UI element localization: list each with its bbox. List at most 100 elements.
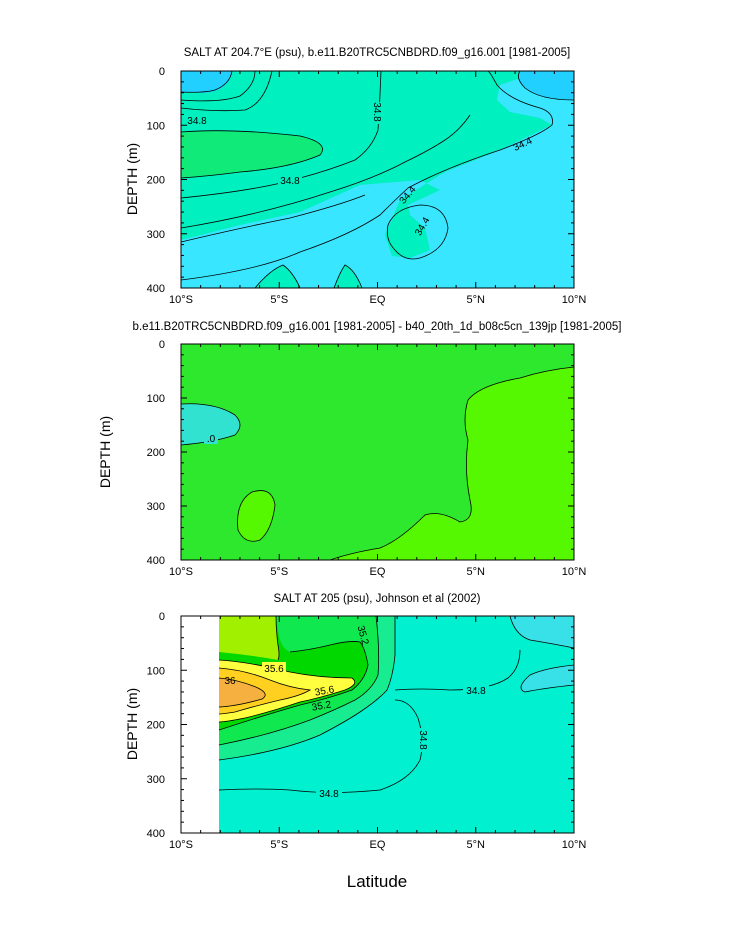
panel-2-fill-blob xyxy=(237,490,275,542)
panel-1-contour-12 xyxy=(517,71,574,101)
x-tick-label: EQ xyxy=(370,839,386,851)
y-tick-label: 400 xyxy=(147,555,165,567)
panel-1-contour-6 xyxy=(181,114,471,229)
panel-3-clabel-6: 34.8 xyxy=(466,686,486,697)
x-tick-label: 5°N xyxy=(467,566,486,578)
y-tick-label: 100 xyxy=(147,665,165,677)
panel-3-ylabel: DEPTH (m) xyxy=(124,688,140,760)
panel-2-contour-fill xyxy=(181,344,574,560)
x-tick-label: EQ xyxy=(370,294,386,306)
panel-3-label-bg-2 xyxy=(262,662,286,674)
panel-3-contour-5 xyxy=(218,641,369,731)
x-tick-label: 5°S xyxy=(270,566,288,578)
panel-1-ylabel: DEPTH (m) xyxy=(124,143,140,215)
panel-1-fill-bump-2 xyxy=(334,265,362,288)
panel-1: SALT AT 204.7°E (psu), b.e11.B20TRC5CNBD… xyxy=(124,47,586,306)
y-tick-label: 200 xyxy=(147,447,165,459)
panel-2-ylabel: DEPTH (m) xyxy=(97,416,113,488)
y-tick-label: 400 xyxy=(147,828,165,840)
panel-1-fill-high xyxy=(181,130,323,178)
panel-2-fill-positive xyxy=(330,367,574,560)
panel-3-fill-c344-1 xyxy=(510,616,574,648)
x-tick-label: EQ xyxy=(370,566,386,578)
y-tick-label: 0 xyxy=(159,611,165,623)
panel-1-contour-7 xyxy=(181,194,366,243)
x-tick-label: 5°S xyxy=(270,294,288,306)
panel-3-contour-11 xyxy=(520,664,574,693)
panel-2-fill-negative xyxy=(181,403,240,445)
panel-3-axes: 10°S 5°S EQ 5°N 10°N 0 100 200 300 400 xyxy=(147,611,587,851)
x-tick-label: 5°N xyxy=(467,294,486,306)
panel-3-contour-1 xyxy=(275,616,280,661)
panel-2-contour-labels: .0 xyxy=(204,432,218,445)
panel-3-contour-labels: 35.2 35.6 36 35.6 35.2 34.8 34.8 34.8 xyxy=(224,625,489,800)
panel-3-clabel-3: 36 xyxy=(224,676,236,687)
panel-3-label-bg-7 xyxy=(414,728,427,752)
panel-3-contour-10 xyxy=(509,616,574,649)
panel-3-contour-lines xyxy=(218,616,574,793)
panel-1-contour-3 xyxy=(181,71,273,112)
panel-3-contour-7 xyxy=(218,616,396,761)
y-tick-label: 200 xyxy=(147,175,165,187)
x-tick-label: 10°N xyxy=(562,294,587,306)
panel-1-fill-mid xyxy=(181,71,574,258)
panel-1-contour-11 xyxy=(333,264,363,288)
panel-1-contour-2 xyxy=(181,71,256,102)
panel-3-clabel-5: 35.2 xyxy=(311,699,333,713)
panel-1-contour-10 xyxy=(254,264,301,288)
panel-2-title: b.e11.B20TRC5CNBDRD.f09_g16.001 [1981-20… xyxy=(133,321,622,333)
y-tick-label: 0 xyxy=(159,339,165,351)
panel-1-fill-deep xyxy=(181,71,232,93)
panel-3-contour-2 xyxy=(218,659,356,723)
panel-2-contour-1 xyxy=(329,366,574,560)
panel-1-fill-top-right xyxy=(518,71,574,100)
panel-3-fill-c344-2 xyxy=(521,665,574,692)
panel-1-label-bg-2 xyxy=(367,102,380,124)
panel-3-label-bg-8 xyxy=(316,787,342,799)
panel-3-clabel-8: 34.8 xyxy=(319,789,339,800)
panel-1-clabel-2: 34.8 xyxy=(371,102,382,122)
panel-2-axes: 10°S 5°S EQ 5°N 10°N 0 100 200 300 400 xyxy=(147,339,587,578)
y-tick-label: 100 xyxy=(147,393,165,405)
panel-1-axes: 10°S 5°S EQ 5°N 10°N 0 100 200 300 400 xyxy=(147,66,587,306)
y-tick-label: 300 xyxy=(147,229,165,241)
panel-3-contour-fill xyxy=(219,616,574,833)
panel-3-fill-c362 xyxy=(219,678,266,707)
x-tick-label: 10°S xyxy=(169,566,193,578)
y-tick-label: 400 xyxy=(147,283,165,295)
panel-3-contour-3 xyxy=(218,667,312,715)
panel-3-xlabel: Latitude xyxy=(347,872,408,891)
panel-3-contour-8 xyxy=(218,699,423,793)
y-tick-label: 100 xyxy=(147,120,165,132)
x-tick-label: 5°S xyxy=(270,839,288,851)
panel-1-fill-mid-2 xyxy=(181,185,360,240)
panel-3-clabel-2: 35.6 xyxy=(264,664,284,675)
panel-1-contour-9 xyxy=(386,204,449,260)
panel-1-label-bg-1 xyxy=(186,114,210,126)
panel-1-label-bg-3 xyxy=(278,174,302,186)
x-tick-label: 5°N xyxy=(467,839,486,851)
y-tick-label: 200 xyxy=(147,720,165,732)
y-tick-label: 300 xyxy=(147,774,165,786)
panel-1-title: SALT AT 204.7°E (psu), b.e11.B20TRC5CNBD… xyxy=(184,47,570,59)
panel-3-label-bg-6 xyxy=(463,684,489,696)
x-tick-label: 10°S xyxy=(169,294,193,306)
panel-3-fill-c356 xyxy=(219,616,279,660)
panel-2: b.e11.B20TRC5CNBDRD.f09_g16.001 [1981-20… xyxy=(97,321,621,578)
y-tick-label: 300 xyxy=(147,501,165,513)
panel-3-contour-6 xyxy=(218,616,380,746)
panel-1-contour-4 xyxy=(181,130,323,179)
x-tick-label: 10°N xyxy=(562,839,587,851)
panel-3-clabel-1: 35.2 xyxy=(355,625,371,647)
panel-3-clabel-4: 35.6 xyxy=(314,684,336,698)
panel-2-contour-3 xyxy=(237,490,276,542)
panel-1-contour-1 xyxy=(181,71,233,93)
panel-3-contour-4 xyxy=(218,677,266,708)
panel-1-clabel-1: 34.8 xyxy=(187,116,207,127)
panel-2-clabel-1: .0 xyxy=(207,434,216,445)
panel-1-fill-bump-1 xyxy=(255,265,300,288)
x-tick-label: 10°N xyxy=(562,566,587,578)
y-tick-label: 0 xyxy=(159,66,165,78)
panel-3-clabel-7: 34.8 xyxy=(417,730,428,750)
